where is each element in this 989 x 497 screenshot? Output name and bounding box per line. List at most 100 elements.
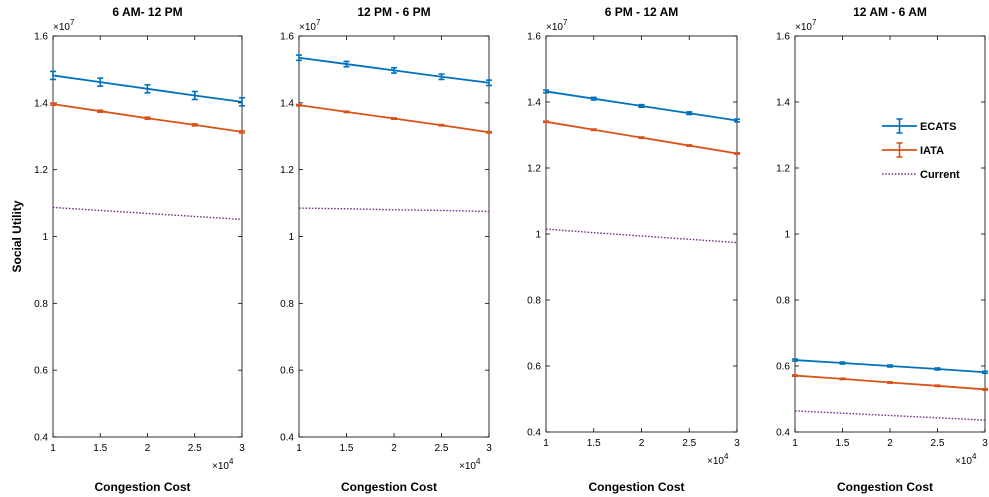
y-tick-label: 1.2 — [527, 164, 541, 175]
x-tick-label: 2 — [391, 443, 397, 454]
error-bar-ecats — [686, 111, 693, 116]
x-multiplier-exponent: 4 — [476, 457, 481, 466]
error-bar-iata — [792, 374, 798, 378]
y-multiplier-base: ×10 — [546, 22, 563, 33]
x-multiplier-base: ×10 — [707, 456, 724, 467]
x-tick-label: 1 — [543, 438, 549, 449]
y-tick-label: 1.6 — [34, 32, 48, 43]
y-tick-label: 0.8 — [776, 296, 790, 307]
x-multiplier-base: ×10 — [459, 461, 476, 472]
error-bar-iata — [686, 144, 693, 148]
x-tick-label: 2.5 — [188, 443, 202, 454]
plot-area — [52, 35, 243, 438]
y-tick-label: 1.2 — [34, 165, 48, 176]
error-bar-ecats — [792, 358, 798, 362]
x-tick-label: 1 — [50, 443, 56, 454]
error-bar-iata — [97, 109, 104, 113]
y-tick-label: 1 — [42, 232, 48, 243]
legend-label-iata: IATA — [920, 145, 944, 157]
y-tick-label: 1.4 — [280, 98, 294, 109]
plot-area — [298, 35, 490, 438]
y-multiplier-exponent: 7 — [812, 18, 817, 27]
y-axis-label: Social Utility — [10, 200, 24, 272]
series-line-current — [52, 206, 243, 221]
x-tick-label: 2 — [639, 438, 645, 449]
y-tick-label: 0.6 — [280, 366, 294, 377]
error-bar-iata — [391, 117, 397, 121]
error-bar-iata — [887, 381, 893, 384]
x-multiplier-base: ×10 — [212, 461, 229, 472]
error-bar-ecats — [391, 66, 397, 74]
x-axis-multiplier: ×104 — [707, 452, 729, 467]
x-axis-label: Congestion Cost — [341, 480, 437, 494]
x-tick-label: 1 — [296, 443, 302, 454]
x-multiplier-exponent: 4 — [724, 452, 729, 461]
x-tick-label: 2.5 — [931, 438, 945, 449]
y-multiplier-base: ×10 — [53, 22, 70, 33]
error-bar-iata — [191, 123, 198, 127]
error-bar-ecats — [839, 361, 846, 365]
error-bar-ecats — [438, 73, 445, 81]
y-axis-multiplier: ×107 — [795, 18, 817, 33]
y-tick-label: 0.6 — [527, 362, 541, 373]
x-tick-label: 1.5 — [93, 443, 107, 454]
x-axis-label: Congestion Cost — [95, 480, 191, 494]
y-multiplier-base: ×10 — [299, 22, 316, 33]
series-line-current — [298, 207, 490, 213]
y-tick-label: 1.4 — [34, 98, 48, 109]
y-multiplier-exponent: 7 — [563, 18, 568, 27]
x-tick-label: 3 — [982, 438, 988, 449]
y-tick-label: 1.6 — [280, 32, 294, 43]
y-tick-label: 1.6 — [776, 32, 790, 43]
legend-label-current: Current — [920, 169, 960, 181]
y-axis-multiplier: ×107 — [53, 18, 75, 33]
error-bar-ecats — [144, 83, 151, 94]
y-tick-label: 0.6 — [34, 366, 48, 377]
y-tick-label: 1 — [288, 232, 294, 243]
error-bar-iata — [638, 136, 645, 140]
y-tick-label: 0.8 — [527, 296, 541, 307]
x-axis-label: Congestion Cost — [589, 480, 685, 494]
y-tick-label: 0.4 — [776, 428, 790, 439]
chart-title: 12 AM - 6 AM — [853, 5, 927, 19]
y-multiplier-base: ×10 — [795, 22, 812, 33]
x-multiplier-exponent: 4 — [229, 457, 234, 466]
error-bar-iata — [982, 387, 988, 391]
error-bar-iata — [590, 128, 597, 132]
error-bar-iata — [239, 130, 245, 134]
error-bar-iata — [144, 116, 151, 121]
y-tick-label: 1.4 — [527, 98, 541, 109]
x-tick-label: 1.5 — [340, 443, 354, 454]
x-axis-multiplier: ×104 — [459, 457, 481, 472]
x-multiplier-exponent: 4 — [972, 452, 977, 461]
x-axis-label: Congestion Cost — [837, 480, 933, 494]
error-bar-ecats — [50, 70, 56, 81]
legend: ECATS IATA Current — [882, 118, 960, 181]
y-tick-label: 1.6 — [527, 32, 541, 43]
x-tick-label: 1 — [792, 438, 798, 449]
x-tick-label: 3 — [239, 443, 245, 454]
y-tick-label: 0.6 — [776, 362, 790, 373]
y-tick-label: 0.4 — [527, 428, 541, 439]
x-axis-multiplier: ×104 — [955, 452, 977, 467]
chart-panel-1: 0.4 0.6 0.8 1 1.2 1.4 1.6 1 1.5 2 2.5 3 6 AM- 12 PM ×… — [10, 5, 245, 494]
error-bar-ecats — [296, 54, 302, 62]
x-multiplier-base: ×10 — [955, 456, 972, 467]
error-bar-ecats — [934, 367, 941, 371]
error-bar-ecats — [590, 96, 597, 101]
chart-title: 6 AM- 12 PM — [112, 5, 182, 19]
y-tick-label: 1.2 — [776, 164, 790, 175]
x-tick-label: 1.5 — [587, 438, 601, 449]
y-axis-multiplier: ×107 — [546, 18, 568, 33]
y-tick-label: 1 — [535, 230, 541, 241]
x-axis-multiplier: ×104 — [212, 457, 234, 472]
x-tick-label: 2 — [145, 443, 151, 454]
x-tick-label: 3 — [734, 438, 740, 449]
error-bar-iata — [839, 377, 846, 381]
error-bar-ecats — [486, 79, 492, 87]
error-bar-ecats — [191, 90, 198, 101]
chart-panel-4: 0.4 0.6 0.8 1 1.2 1.4 1.6 1 1.5 2 2.5 3 12 AM - 6 AM… — [776, 5, 988, 494]
error-bar-ecats — [239, 97, 245, 107]
chart-title: 6 PM - 12 AM — [605, 5, 679, 19]
